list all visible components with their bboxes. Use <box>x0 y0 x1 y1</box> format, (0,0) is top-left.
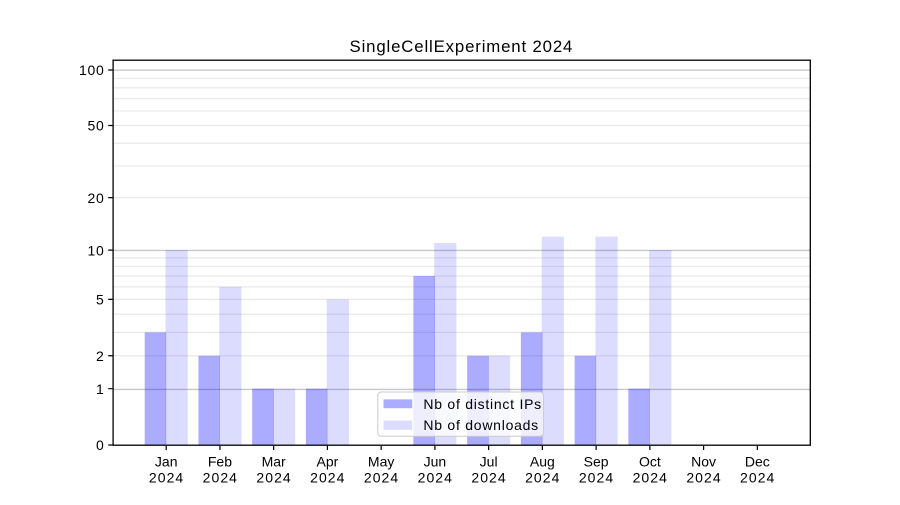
svg-text:Mar: Mar <box>262 454 286 470</box>
svg-text:Nb of downloads: Nb of downloads <box>423 417 539 433</box>
svg-text:Dec: Dec <box>745 454 770 470</box>
svg-text:2024: 2024 <box>633 469 668 485</box>
svg-text:Jul: Jul <box>480 454 498 470</box>
svg-text:2024: 2024 <box>740 469 775 485</box>
svg-text:SingleCellExperiment 2024: SingleCellExperiment 2024 <box>350 37 574 56</box>
svg-text:2024: 2024 <box>471 469 506 485</box>
svg-text:Nov: Nov <box>691 454 716 470</box>
svg-text:2024: 2024 <box>525 469 560 485</box>
svg-text:2024: 2024 <box>203 469 238 485</box>
svg-text:Feb: Feb <box>208 454 232 470</box>
svg-text:2024: 2024 <box>579 469 614 485</box>
svg-text:Nb of distinct IPs: Nb of distinct IPs <box>423 396 542 412</box>
svg-text:Oct: Oct <box>639 454 661 470</box>
svg-text:2024: 2024 <box>364 469 399 485</box>
svg-text:2024: 2024 <box>256 469 291 485</box>
svg-text:Aug: Aug <box>530 454 555 470</box>
svg-text:0: 0 <box>96 437 105 453</box>
svg-text:10: 10 <box>88 242 105 258</box>
svg-text:Jan: Jan <box>155 454 178 470</box>
svg-text:Jun: Jun <box>424 454 447 470</box>
svg-text:2024: 2024 <box>418 469 453 485</box>
svg-text:2024: 2024 <box>149 469 184 485</box>
svg-text:20: 20 <box>88 190 105 206</box>
svg-text:1: 1 <box>96 381 105 397</box>
svg-text:5: 5 <box>96 292 105 308</box>
svg-text:Apr: Apr <box>317 454 339 470</box>
svg-text:50: 50 <box>88 118 105 134</box>
svg-text:100: 100 <box>79 62 104 78</box>
svg-text:2: 2 <box>96 348 105 364</box>
svg-text:2024: 2024 <box>686 469 721 485</box>
svg-text:May: May <box>368 454 394 470</box>
svg-text:2024: 2024 <box>310 469 345 485</box>
svg-text:Sep: Sep <box>584 454 609 470</box>
